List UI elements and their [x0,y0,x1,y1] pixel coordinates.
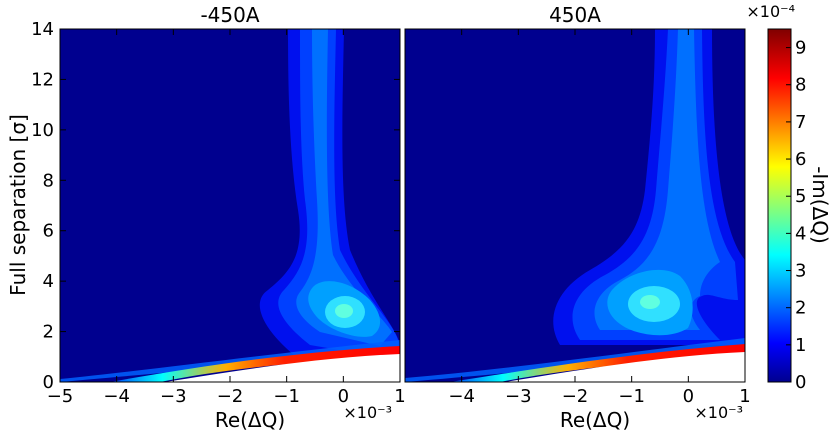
colorbar-tick-label: 6 [795,149,806,170]
colorbar: 0 1 2 3 4 5 6 7 8 9 ×10⁻⁴ -Im(ΔQ) [746,2,830,393]
x-axis-label: Re(ΔQ) [560,408,630,432]
x-tick-label: 1 [739,386,750,407]
x-tick-label: 0 [338,386,349,407]
x-tick-label: −2 [217,386,244,407]
panel-positive-450A: −4 −3 −2 −1 0 1 450A Re(ΔQ) ×10⁻³ [404,3,751,432]
panel-title: -450A [200,3,259,27]
x-axis-multiplier: ×10⁻³ [694,403,743,422]
x-tick-label: −3 [505,386,532,407]
colorbar-tick-label: 8 [795,75,806,96]
x-tick-label: 0 [683,386,694,407]
plume-mid [278,29,398,360]
colorbar-tick-label: 1 [795,335,806,356]
y-tick-label: 6 [43,221,54,242]
y-tick-label: 10 [31,120,54,141]
colorbar-tick-label: 4 [795,223,806,244]
colorbar-tick-label: 5 [795,186,806,207]
band-glow [405,338,745,382]
panel-title: 450A [549,3,601,27]
panel-negative-450A: 0 2 4 6 8 10 12 14 −5 −4 −3 −2 −1 0 1 -450A Re(ΔQ) ×1… [6,3,745,432]
colorbar-tick-label: 9 [795,38,806,59]
colorbar-tick-label: 0 [795,372,806,393]
colorbar-ticks: 0 1 2 3 4 5 6 7 8 9 [786,38,806,393]
band-core [110,346,400,382]
colorbar-tick-label: 7 [795,112,806,133]
x-tick-label: −4 [103,386,130,407]
plume-inner [296,29,392,346]
colorbar-gradient [767,28,792,383]
colorbar-label: -Im(ΔQ) [808,166,830,244]
y-tick-label: 0 [43,372,54,393]
peak-center [640,295,660,309]
band-core [450,344,745,382]
y-axis-label: Full separation [σ] [6,114,30,296]
y-tick-label: 2 [43,322,54,343]
peak-center [335,304,353,318]
y-tick-label: 4 [43,271,54,292]
x-tick-label: −5 [47,386,74,407]
y-tick-label: 12 [31,69,54,90]
y-tick-label: 8 [43,170,54,191]
unstable-region [165,354,400,382]
plume-inner [594,29,720,330]
x-tick-label: −3 [160,386,187,407]
colorbar-tick-label: 2 [795,298,806,319]
x-tick-label: −4 [448,386,475,407]
band-glow [60,340,400,382]
unstable-region [505,352,745,382]
x-tick-label: 1 [394,386,405,407]
x-axis-multiplier: ×10⁻³ [343,403,392,422]
contour-field [405,29,745,382]
x-axis-ticks: −5 −4 −3 −2 −1 0 1 [47,29,406,407]
colorbar-tick-label: 3 [795,261,806,282]
contour-field [60,29,400,382]
x-tick-label: −2 [562,386,589,407]
x-axis-label: Re(ΔQ) [215,408,285,432]
x-tick-label: −1 [273,386,300,407]
x-axis-ticks: −4 −3 −2 −1 0 1 [448,29,751,407]
colorbar-multiplier: ×10⁻⁴ [746,2,795,21]
x-tick-label: −1 [618,386,645,407]
y-tick-label: 14 [31,19,54,40]
